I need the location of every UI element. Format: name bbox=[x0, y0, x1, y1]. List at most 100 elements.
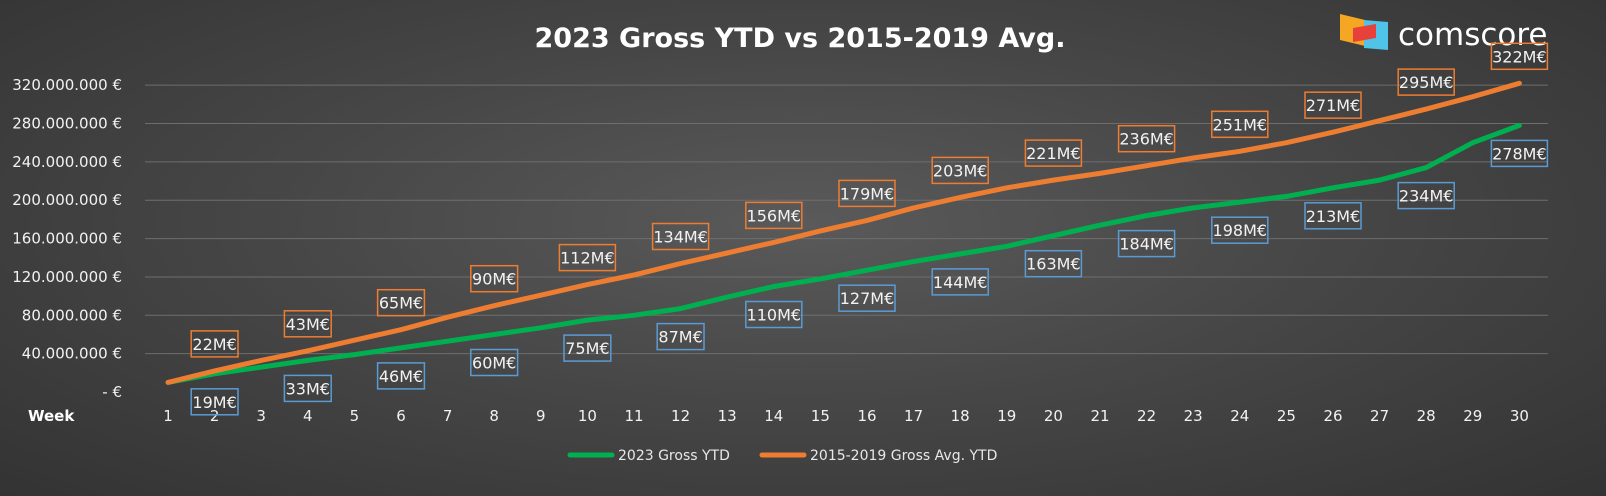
data-label-text: 90M€ bbox=[472, 270, 516, 289]
data-label-box bbox=[1024, 139, 1083, 167]
x-tick-label: 30 bbox=[1510, 407, 1529, 425]
data-label-2023: 278M€ bbox=[1490, 139, 1549, 168]
x-tick-label: 16 bbox=[857, 407, 876, 425]
series-lines bbox=[165, 80, 1522, 385]
data-label-avg: 179M€ bbox=[838, 179, 896, 208]
data-label-text: 19M€ bbox=[192, 393, 236, 412]
data-label-box bbox=[376, 362, 426, 390]
legend-label-avg: 2015-2019 Gross Avg. YTD bbox=[810, 448, 997, 464]
x-tick-label: 26 bbox=[1323, 407, 1342, 425]
x-tick-label: 27 bbox=[1370, 407, 1389, 425]
legend-label-2023: 2023 Gross YTD bbox=[618, 448, 730, 464]
x-tick-label: 9 bbox=[536, 407, 546, 425]
x-tick-label: 15 bbox=[811, 407, 830, 425]
data-label-box bbox=[376, 288, 426, 317]
data-label-box bbox=[558, 243, 617, 272]
x-tick-label: 25 bbox=[1277, 407, 1296, 425]
data-label-box bbox=[1397, 68, 1455, 96]
data-label-text: 134M€ bbox=[653, 228, 708, 247]
data-label-text: 221M€ bbox=[1026, 144, 1081, 163]
data-label-avg: 112M€ bbox=[558, 243, 617, 272]
data-label-2023: 127M€ bbox=[838, 284, 896, 312]
data-label-avg: 43M€ bbox=[283, 310, 332, 338]
data-label-2023: 75M€ bbox=[563, 334, 612, 362]
data-label-text: 156M€ bbox=[747, 206, 802, 225]
data-label-avg: 134M€ bbox=[651, 222, 710, 251]
y-axis-ticks: - € 40.000.000 € 80.000.000 € 120.000.000 €… bbox=[12, 76, 122, 401]
data-label-text: 22M€ bbox=[192, 335, 236, 354]
x-tick-label: 13 bbox=[718, 407, 737, 425]
data-label-text: 87M€ bbox=[658, 328, 702, 347]
data-labels: 19M€ 33M€ 46M€ 60M€ 75M€ 87M€ 110M€ 127M€ 144M€ 1… bbox=[190, 42, 1549, 416]
data-label-text: 251M€ bbox=[1213, 115, 1268, 134]
data-label-box bbox=[1397, 181, 1455, 210]
x-tick-label: 28 bbox=[1417, 407, 1436, 425]
chart-title: 2023 Gross YTD vs 2015-2019 Avg. bbox=[535, 23, 1066, 54]
data-label-box bbox=[1490, 42, 1549, 71]
data-label-2023: 87M€ bbox=[656, 322, 705, 351]
data-label-text: 110M€ bbox=[747, 306, 802, 325]
data-label-avg: 90M€ bbox=[470, 264, 519, 293]
y-tick-label: - € bbox=[102, 383, 122, 401]
x-tick-label: 6 bbox=[396, 407, 406, 425]
data-label-box bbox=[745, 201, 803, 230]
data-label-avg: 295M€ bbox=[1397, 68, 1455, 96]
data-label-box bbox=[1304, 202, 1362, 230]
data-label-box bbox=[190, 330, 239, 358]
data-label-box bbox=[190, 388, 239, 416]
data-label-box bbox=[838, 179, 896, 208]
x-tick-label: 10 bbox=[578, 407, 597, 425]
series-line-2023 bbox=[165, 122, 1522, 385]
data-label-2023: 144M€ bbox=[931, 268, 989, 296]
brand-logo: comscore bbox=[1340, 14, 1548, 53]
data-label-text: 198M€ bbox=[1213, 221, 1268, 240]
data-label-box bbox=[931, 156, 989, 185]
data-label-box bbox=[931, 268, 989, 296]
x-axis-ticks: 1 2 3 4 5 6 7 8 9 10 11 12 13 14 15 16 17 18 19 20 21 22 23 24 2… bbox=[163, 407, 1529, 425]
x-tick-label: 19 bbox=[997, 407, 1016, 425]
x-tick-label: 8 bbox=[489, 407, 499, 425]
data-label-box bbox=[1024, 249, 1083, 278]
x-tick-label: 4 bbox=[303, 407, 313, 425]
data-label-avg: 251M€ bbox=[1211, 110, 1269, 139]
data-label-avg: 236M€ bbox=[1117, 124, 1176, 153]
x-tick-label: 2 bbox=[210, 407, 220, 425]
data-label-avg: 65M€ bbox=[376, 288, 426, 317]
data-label-text: 278M€ bbox=[1492, 144, 1547, 163]
x-tick-label: 22 bbox=[1137, 407, 1156, 425]
data-label-avg: 221M€ bbox=[1024, 139, 1083, 167]
gridlines bbox=[145, 84, 1548, 355]
data-label-2023: 60M€ bbox=[470, 348, 519, 377]
data-label-avg: 271M€ bbox=[1304, 91, 1362, 119]
series-line-avg bbox=[165, 80, 1522, 385]
x-tick-label: 24 bbox=[1230, 407, 1249, 425]
data-label-text: 203M€ bbox=[933, 161, 988, 180]
data-label-text: 213M€ bbox=[1306, 207, 1361, 226]
data-label-2023: 213M€ bbox=[1304, 202, 1362, 230]
x-tick-label: 20 bbox=[1044, 407, 1063, 425]
x-tick-label: 21 bbox=[1090, 407, 1109, 425]
data-label-box bbox=[470, 348, 519, 377]
data-label-2023: 110M€ bbox=[745, 300, 803, 329]
data-label-2023: 46M€ bbox=[376, 362, 426, 390]
y-tick-label: 160.000.000 € bbox=[12, 230, 122, 248]
y-tick-label: 200.000.000 € bbox=[12, 191, 122, 209]
data-label-text: 127M€ bbox=[840, 289, 895, 308]
data-label-2023: 19M€ bbox=[190, 388, 239, 416]
x-tick-label: 3 bbox=[256, 407, 266, 425]
data-label-text: 163M€ bbox=[1026, 255, 1081, 274]
data-label-avg: 156M€ bbox=[745, 201, 803, 230]
data-label-2023: 163M€ bbox=[1024, 249, 1083, 278]
x-axis-label: Week bbox=[28, 407, 75, 425]
comscore-logo-icon bbox=[1340, 14, 1388, 50]
x-tick-label: 23 bbox=[1184, 407, 1203, 425]
y-tick-label: 320.000.000 € bbox=[12, 76, 122, 94]
data-label-box bbox=[1211, 110, 1269, 139]
data-label-text: 43M€ bbox=[286, 315, 330, 334]
data-label-text: 65M€ bbox=[379, 294, 423, 313]
x-tick-label: 7 bbox=[443, 407, 453, 425]
data-label-box bbox=[1490, 139, 1549, 168]
data-label-box bbox=[745, 300, 803, 329]
data-label-box bbox=[1117, 124, 1176, 153]
